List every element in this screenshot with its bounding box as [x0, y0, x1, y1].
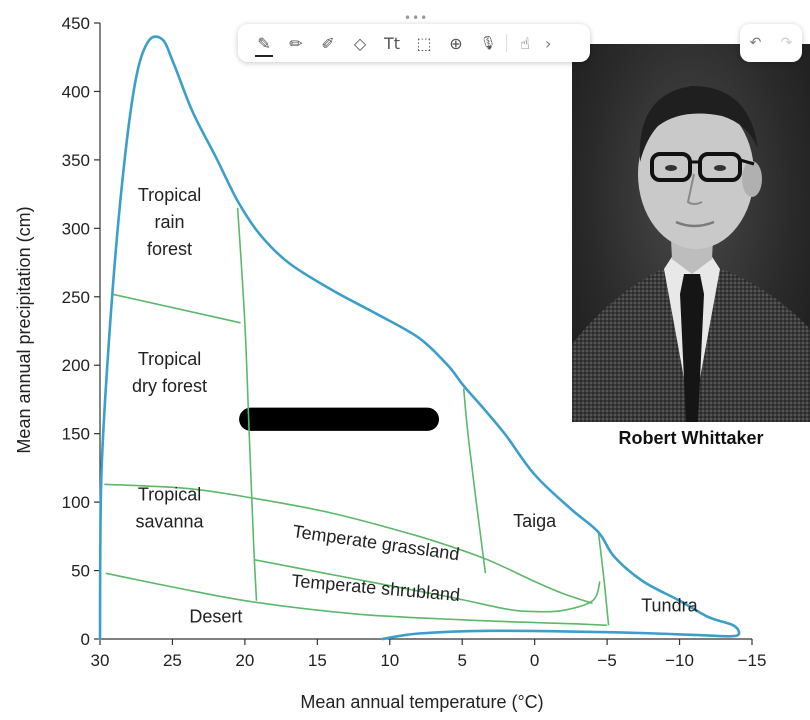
eraser-tool-button[interactable]: ◇: [344, 28, 376, 58]
portrait-illustration: [572, 86, 810, 422]
x-tick-label: −15: [738, 651, 767, 670]
y-tick-label: 0: [81, 630, 90, 649]
y-axis-label: Mean annual precipitation (cm): [14, 206, 34, 453]
x-tick-label: 0: [530, 651, 539, 670]
annotation-toolbar: ✎ ✏ ✐ ◇ Tt ⬚ ⊕ 🎙 ☝ ›: [238, 24, 590, 62]
selection-tool-button[interactable]: ⬚: [408, 28, 440, 58]
biome-label: Desert: [189, 607, 242, 627]
eraser-tool-icon: ◇: [353, 33, 367, 53]
x-tick-label: 30: [91, 651, 110, 670]
x-tick-label: −10: [665, 651, 694, 670]
toolbar-divider: [506, 34, 507, 52]
microphone-button[interactable]: 🎙: [472, 28, 504, 58]
biome-label: Tropical rain forest: [138, 185, 201, 259]
y-tick-label: 450: [62, 14, 90, 33]
highlighter-tool-button[interactable]: ✐: [312, 28, 344, 58]
y-tick-label: 100: [62, 493, 90, 512]
biome-boundary-taiga-tundra: [597, 532, 610, 626]
portrait-photo: [572, 44, 810, 422]
y-tick-label: 50: [71, 562, 90, 581]
x-tick-label: 20: [235, 651, 254, 670]
x-tick-label: 5: [457, 651, 466, 670]
x-tick-label: −5: [597, 651, 616, 670]
toolbar-drag-handle-icon[interactable]: •••: [404, 11, 429, 25]
biome-boundary-grassland-shrubland: [253, 558, 601, 613]
redo-icon[interactable]: ↷: [780, 35, 793, 51]
add-shape-button[interactable]: ⊕: [440, 28, 472, 58]
y-tick-label: 150: [62, 425, 90, 444]
biome-label: Tropical dry forest: [132, 349, 207, 396]
y-tick-label: 350: [62, 151, 90, 170]
more-tools-icon[interactable]: ›: [545, 33, 552, 53]
microphone-icon: 🎙: [479, 35, 497, 51]
touch-draw-button[interactable]: ☝: [509, 28, 541, 58]
photo-caption: Robert Whittaker: [618, 428, 764, 448]
climate-envelope-outline: [98, 35, 741, 641]
text-tool-button[interactable]: Tt: [376, 28, 408, 58]
biome-label: Taiga: [513, 511, 557, 531]
text-tool-icon: Tt: [383, 33, 401, 53]
y-tick-label: 200: [62, 356, 90, 375]
pencil-tool-icon: ✏: [289, 33, 303, 53]
add-shape-icon: ⊕: [449, 33, 463, 53]
biome-boundary-temperate-taiga: [462, 388, 487, 574]
biome-label: Temperate grassland: [292, 521, 461, 564]
history-toolbar: ↶ ↷: [740, 24, 802, 62]
biome-boundary-tropical-savanna-top: [104, 483, 593, 605]
pencil-tool-button[interactable]: ✏: [280, 28, 312, 58]
biome-boundary-desert-top: [105, 572, 608, 627]
x-tick-label: 25: [163, 651, 182, 670]
touch-draw-icon: ☝: [520, 33, 530, 53]
pen-tool-button[interactable]: ✎: [248, 28, 280, 58]
y-tick-label: 300: [62, 219, 90, 238]
biome-label: Tropical savanna: [136, 485, 205, 532]
pen-tool-icon: ✎: [257, 33, 271, 53]
selection-tool-icon: ⬚: [416, 33, 432, 53]
redaction-mark: [239, 407, 440, 431]
highlighter-tool-icon: ✐: [321, 33, 335, 53]
x-tick-label: 15: [308, 651, 327, 670]
biome-boundary-trf-tdf: [111, 293, 241, 324]
biome-boundary-tropical-temperate: [236, 207, 258, 601]
x-tick-label: 10: [380, 651, 399, 670]
y-tick-label: 400: [62, 82, 90, 101]
biome-label: Temperate shrubland: [291, 571, 461, 606]
undo-icon[interactable]: ↶: [749, 35, 762, 51]
x-axis-label: Mean annual temperature (°C): [300, 692, 543, 712]
biome-label: Tundra: [641, 596, 698, 616]
y-tick-label: 250: [62, 288, 90, 307]
